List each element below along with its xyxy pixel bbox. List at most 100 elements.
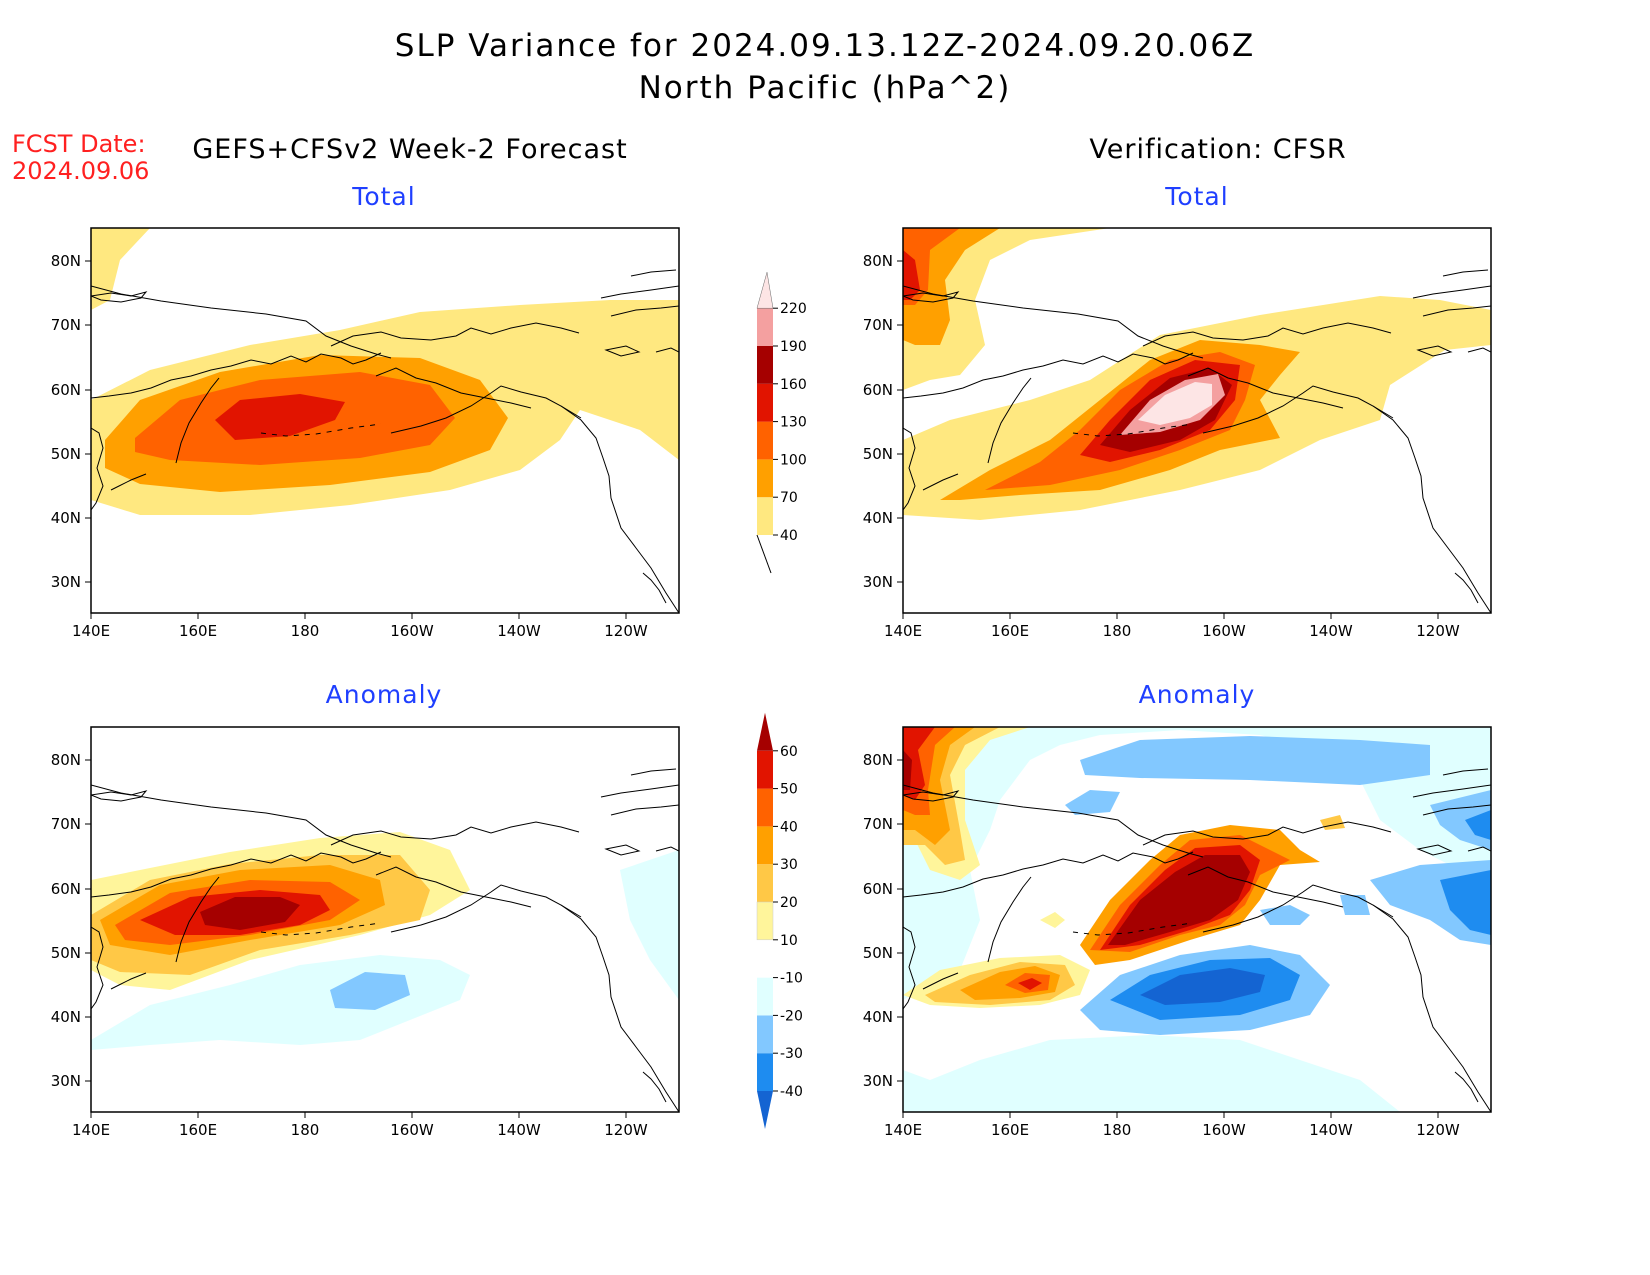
colorbar-level-label: 70 [780, 490, 798, 506]
lon-label: 140E [72, 1121, 110, 1139]
lat-label: 60N [51, 381, 81, 399]
lat-label: 30N [51, 573, 81, 591]
lat-label: 40N [863, 1008, 893, 1026]
lon-label: 140W [497, 622, 541, 640]
panel-label-verif-total: Total [1165, 182, 1229, 211]
lon-label: 140E [884, 1121, 922, 1139]
colorbar-anomaly: -40 -30 -20 -10 10 20 30 40 50 60 [756, 712, 803, 1129]
colorbar-level-label: 10 [780, 933, 798, 949]
colorbar-level-label: 220 [780, 301, 807, 317]
forecast-column-title: GEFS+CFSv2 Week-2 Forecast [192, 134, 628, 165]
colorbar-swatch [757, 1091, 773, 1129]
lon-label: 140E [72, 622, 110, 640]
lat-label: 70N [863, 316, 893, 334]
fcst-date-block: FCST Date: 2024.09.06 [12, 131, 149, 185]
colorbar-swatch [756, 272, 774, 309]
panel-label-verif-anomaly: Anomaly [1138, 680, 1256, 709]
colorbar-level-label: -40 [780, 1084, 803, 1100]
colorbar-extension-low [756, 534, 772, 574]
map-forecast-total [90, 227, 680, 614]
colorbar-level-label: 20 [780, 895, 798, 911]
colorbar-swatch [757, 902, 773, 940]
lat-label: 30N [863, 1072, 893, 1090]
colorbar-swatch [757, 383, 773, 422]
axes-layer: 80N 70N 60N 50N 40N 30N 140E 160E 180 160W 140W 120… [51, 252, 1460, 1139]
colorbar-total: 40 70 100 130 160 190 220 [756, 272, 807, 574]
colorbar-swatch [757, 788, 773, 827]
panel-label-fcst-total: Total [352, 182, 416, 211]
lon-label: 120W [1416, 1121, 1460, 1139]
colorbar-swatch [757, 497, 773, 535]
lat-label: 70N [863, 815, 893, 833]
map-verification-anomaly [902, 726, 1492, 1113]
lat-label: 60N [863, 381, 893, 399]
colorbar-level-label: 130 [780, 415, 807, 431]
colorbar-level-label: 40 [780, 528, 798, 544]
lat-label: 70N [51, 316, 81, 334]
colorbar-swatch [757, 1015, 773, 1054]
colorbar-level-label: -30 [780, 1046, 803, 1062]
colorbar-level-label: 100 [780, 452, 807, 468]
colorbar-swatch [757, 308, 773, 346]
colorbar-swatch [757, 977, 773, 1016]
colorbar-swatch [757, 826, 773, 865]
panel-label-fcst-anomaly: Anomaly [325, 680, 443, 709]
lat-label: 80N [863, 252, 893, 270]
lon-label: 120W [1416, 622, 1460, 640]
lat-label: 40N [863, 509, 893, 527]
lon-label: 180 [1103, 622, 1132, 640]
colorbar-swatch [757, 939, 773, 978]
colorbar-level-label: 40 [780, 819, 798, 835]
lat-label: 50N [51, 944, 81, 962]
lon-label: 120W [604, 622, 648, 640]
fcst-date-label: FCST Date: [12, 130, 146, 158]
lon-label: 140W [1309, 622, 1353, 640]
colorbar-level-label: 190 [780, 339, 807, 355]
lon-label: 120W [604, 1121, 648, 1139]
lat-label: 60N [51, 880, 81, 898]
colorbar-swatch [757, 864, 773, 902]
lon-label: 160E [179, 622, 217, 640]
fcst-date-value: 2024.09.06 [12, 157, 150, 185]
lon-label: 180 [291, 622, 320, 640]
colorbar-level-label: 50 [780, 782, 798, 798]
lat-label: 50N [863, 445, 893, 463]
colorbar-level-label: -10 [780, 971, 803, 987]
lat-label: 70N [51, 815, 81, 833]
lon-label: 160W [1202, 622, 1246, 640]
lat-label: 30N [863, 573, 893, 591]
colorbar-level-label: 60 [780, 744, 798, 760]
lon-label: 160W [390, 622, 434, 640]
lat-label: 80N [863, 751, 893, 769]
lon-label: 140W [1309, 1121, 1353, 1139]
lon-label: 180 [1103, 1121, 1132, 1139]
lon-label: 140W [497, 1121, 541, 1139]
lon-label: 160E [179, 1121, 217, 1139]
lon-label: 160W [390, 1121, 434, 1139]
colorbar-swatch [757, 750, 773, 789]
lat-label: 50N [863, 944, 893, 962]
colorbar-swatch [757, 459, 773, 498]
lat-label: 40N [51, 509, 81, 527]
colorbar-level-label: -20 [780, 1008, 803, 1024]
lat-label: 60N [863, 880, 893, 898]
lat-label: 80N [51, 751, 81, 769]
verification-column-title: Verification: CFSR [1089, 134, 1347, 165]
colorbar-swatch [757, 346, 773, 384]
colorbar-level-label: 30 [780, 857, 798, 873]
lon-label: 160W [1202, 1121, 1246, 1139]
lat-label: 40N [51, 1008, 81, 1026]
lat-label: 80N [51, 252, 81, 270]
chart-title: SLP Variance for 2024.09.13.12Z-2024.09.… [394, 28, 1256, 64]
map-verification-total [902, 227, 1492, 614]
colorbar-swatch [757, 421, 773, 460]
lat-label: 50N [51, 445, 81, 463]
lon-label: 160E [991, 1121, 1029, 1139]
lon-label: 160E [991, 622, 1029, 640]
chart-subtitle: North Pacific (hPa^2) [638, 70, 1012, 106]
lat-label: 30N [51, 1072, 81, 1090]
map-forecast-anomaly [90, 726, 680, 1113]
colorbar-level-label: 160 [780, 377, 807, 393]
colorbar-swatch [757, 1053, 773, 1091]
